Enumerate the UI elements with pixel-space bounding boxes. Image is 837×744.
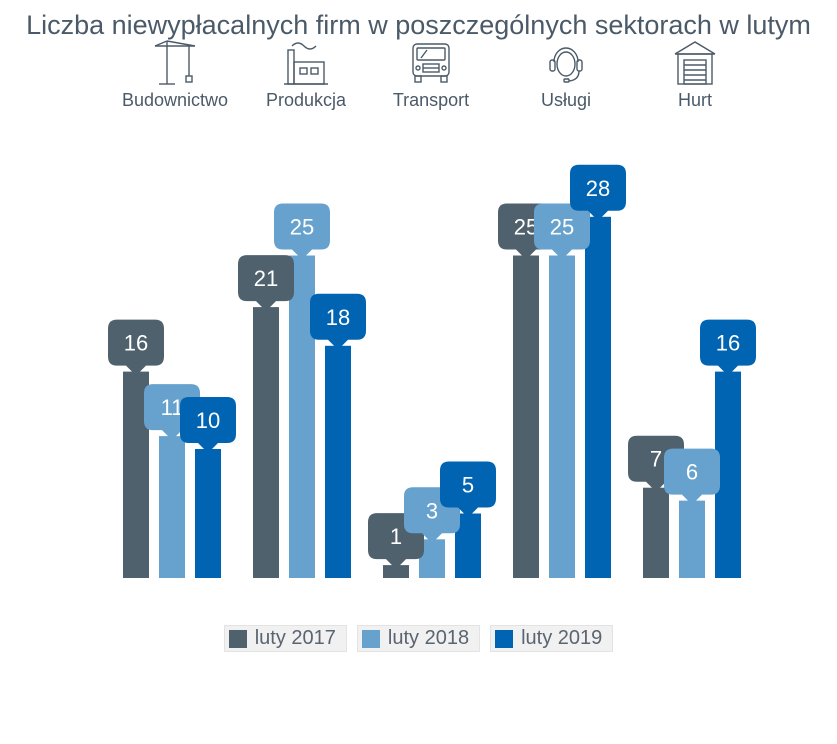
sector-transport: Transport xyxy=(366,40,496,111)
bar-2017[interactable] xyxy=(253,307,279,578)
data-label: 16 xyxy=(124,331,148,356)
legend-swatch xyxy=(361,629,380,648)
bar-2019[interactable] xyxy=(325,345,351,578)
value-bubble xyxy=(180,397,236,453)
data-label: 10 xyxy=(196,408,220,433)
legend-label: luty 2019 xyxy=(521,627,603,649)
factory-icon xyxy=(284,42,328,85)
truck-icon xyxy=(412,43,450,83)
chart-title: Liczba niewypłacalnych firm w poszczegól… xyxy=(26,10,811,40)
warehouse-icon xyxy=(674,41,716,85)
bar-2017[interactable] xyxy=(383,565,409,578)
legend-item-2019[interactable]: luty 2019 xyxy=(490,625,614,652)
data-label: 6 xyxy=(686,460,698,485)
value-bubble xyxy=(570,164,626,221)
data-label: 1 xyxy=(390,524,402,549)
legend: luty 2017 luty 2018 luty 2019 xyxy=(0,625,837,652)
data-label: 7 xyxy=(650,447,662,472)
data-label: 11 xyxy=(161,395,184,420)
data-label: 25 xyxy=(550,215,574,240)
data-label: 21 xyxy=(254,266,278,291)
value-bubble xyxy=(440,461,496,518)
sector-uslugi: Usługi xyxy=(501,40,631,111)
crane-icon xyxy=(154,40,196,85)
sector-produkcja: Produkcja xyxy=(241,40,371,111)
sector-label: Transport xyxy=(392,90,470,110)
sector-label: Usługi xyxy=(540,90,592,110)
headset-icon xyxy=(549,47,583,83)
data-label: 16 xyxy=(716,331,740,356)
legend-label: luty 2018 xyxy=(387,627,470,649)
legend-item-2018[interactable]: luty 2018 xyxy=(356,625,481,652)
value-bubble xyxy=(664,448,720,505)
sector-budownictwo: Budownictwo xyxy=(110,40,240,111)
data-label: 28 xyxy=(586,176,610,201)
bar-2018[interactable] xyxy=(549,255,575,579)
value-bubble xyxy=(238,255,294,312)
data-label: 3 xyxy=(426,498,438,523)
value-bubble xyxy=(108,319,164,376)
legend-swatch xyxy=(228,629,247,648)
legend-label: luty 2017 xyxy=(254,627,336,649)
value-bubble xyxy=(700,319,756,376)
data-label: 18 xyxy=(326,305,350,330)
legend-item-2017[interactable]: luty 2017 xyxy=(223,625,347,652)
bar-2018[interactable] xyxy=(679,500,705,578)
bar-2017[interactable] xyxy=(513,255,539,579)
legend-swatch xyxy=(495,629,514,648)
data-label: 25 xyxy=(290,215,314,240)
bar-2019[interactable] xyxy=(195,449,221,578)
bar-2019[interactable] xyxy=(585,216,611,579)
bar-2018[interactable] xyxy=(159,436,185,578)
data-label: 5 xyxy=(462,473,474,498)
bar-2017[interactable] xyxy=(643,487,669,578)
sector-label: Produkcja xyxy=(265,90,347,110)
bars xyxy=(123,216,741,579)
sector-label: Budownictwo xyxy=(121,90,229,110)
value-bubble xyxy=(274,203,330,260)
value-bubble xyxy=(310,293,366,350)
sector-label: Hurt xyxy=(677,90,712,110)
sector-hurt: Hurt xyxy=(630,40,760,111)
value-bubble xyxy=(534,203,590,260)
